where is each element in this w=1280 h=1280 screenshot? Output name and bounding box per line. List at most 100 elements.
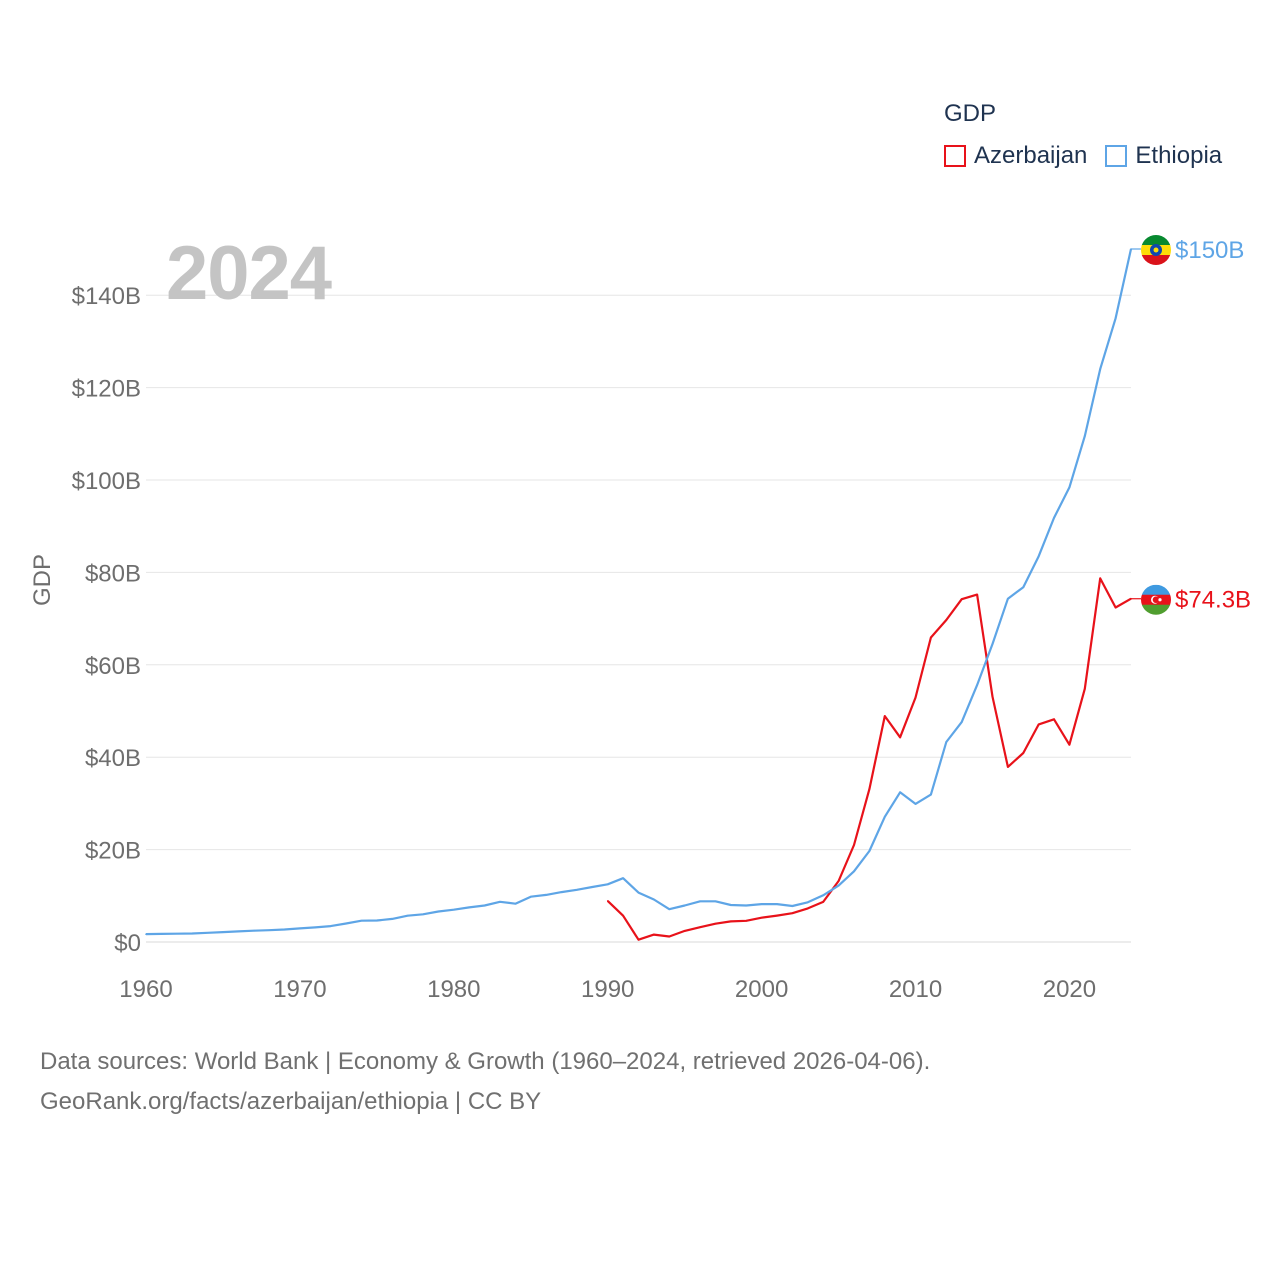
year-watermark: 2024 bbox=[166, 231, 332, 316]
ethiopia-flag-icon bbox=[1141, 235, 1171, 265]
legend-swatch-ethiopia bbox=[1105, 145, 1128, 167]
data-point-ethiopia-1985 bbox=[529, 895, 532, 898]
data-point-azerbaijan-2018 bbox=[1037, 723, 1040, 726]
data-point-ethiopia-1991 bbox=[622, 877, 624, 880]
end-value-label-azerbaijan: $74.3B bbox=[1175, 587, 1251, 614]
data-point-ethiopia-2023 bbox=[1114, 317, 1117, 320]
data-point-ethiopia-2016 bbox=[1007, 597, 1009, 600]
data-point-ethiopia-2014 bbox=[976, 684, 978, 686]
series-line-ethiopia bbox=[145, 248, 1133, 936]
data-point-azerbaijan-1995 bbox=[683, 930, 686, 932]
data-point-ethiopia-1966 bbox=[237, 930, 240, 933]
data-point-ethiopia-1989 bbox=[591, 886, 594, 888]
data-point-azerbaijan-2012 bbox=[945, 619, 948, 621]
data-point-ethiopia-2009 bbox=[899, 791, 901, 794]
data-point-azerbaijan-2020 bbox=[1068, 743, 1071, 746]
data-point-ethiopia-1978 bbox=[422, 913, 424, 916]
end-value-label-ethiopia: $150B bbox=[1175, 237, 1244, 264]
data-point-azerbaijan-2004 bbox=[822, 901, 824, 903]
data-point-azerbaijan-1994 bbox=[668, 935, 671, 938]
footer-link[interactable]: GeoRank.org/facts/azerbaijan/ethiopia | … bbox=[40, 1088, 542, 1115]
data-point-azerbaijan-2001 bbox=[776, 914, 778, 917]
footer-sources: Data sources: World Bank | Economy & Gro… bbox=[40, 1048, 931, 1075]
data-point-ethiopia-2017 bbox=[1022, 586, 1025, 588]
data-point-ethiopia-1988 bbox=[576, 888, 578, 891]
data-point-ethiopia-1999 bbox=[745, 904, 748, 907]
data-point-azerbaijan-1998 bbox=[730, 920, 732, 923]
data-point-ethiopia-1984 bbox=[514, 902, 517, 905]
data-point-ethiopia-2003 bbox=[806, 901, 809, 904]
data-point-azerbaijan-2006 bbox=[853, 844, 855, 846]
legend-item-ethiopia[interactable]: Ethiopia bbox=[1105, 142, 1222, 170]
data-point-ethiopia-1990 bbox=[606, 883, 609, 886]
y-tick-label: $40B bbox=[85, 745, 141, 772]
data-point-ethiopia-1997 bbox=[714, 900, 717, 903]
data-point-azerbaijan-2022 bbox=[1099, 577, 1102, 580]
data-point-ethiopia-1979 bbox=[437, 910, 440, 913]
azerbaijan-flag-icon bbox=[1141, 584, 1171, 615]
data-point-ethiopia-2005 bbox=[837, 884, 840, 887]
y-axis-label: GDP bbox=[29, 554, 56, 606]
data-point-azerbaijan-2014 bbox=[976, 593, 978, 596]
data-point-ethiopia-1983 bbox=[499, 901, 501, 903]
legend-swatch-azerbaijan bbox=[944, 145, 966, 167]
data-point-ethiopia-2022 bbox=[1099, 368, 1102, 370]
data-point-ethiopia-1992 bbox=[637, 891, 640, 894]
data-point-azerbaijan-2010 bbox=[914, 696, 917, 699]
data-point-azerbaijan-2000 bbox=[760, 916, 763, 919]
data-point-azerbaijan-2002 bbox=[791, 912, 794, 914]
data-point-azerbaijan-2016 bbox=[1007, 766, 1009, 768]
x-tick-label: 1980 bbox=[427, 976, 480, 1003]
data-point-ethiopia-1972 bbox=[329, 925, 332, 927]
data-point-ethiopia-2008 bbox=[883, 815, 886, 818]
y-tick-label: $140B bbox=[72, 283, 141, 310]
x-tick-label: 2020 bbox=[1043, 976, 1096, 1003]
data-point-ethiopia-1980 bbox=[453, 908, 455, 911]
series-azerbaijan bbox=[606, 577, 1132, 941]
data-source-footer: Data sources: World Bank | Economy & Gro… bbox=[40, 1042, 930, 1122]
data-point-azerbaijan-2017 bbox=[1022, 752, 1025, 754]
data-point-ethiopia-2013 bbox=[960, 721, 963, 723]
y-tick-label: $0 bbox=[114, 930, 141, 957]
data-point-ethiopia-2012 bbox=[945, 741, 948, 743]
data-point-ethiopia-2021 bbox=[1084, 435, 1086, 437]
data-point-ethiopia-1975 bbox=[376, 919, 378, 922]
data-point-ethiopia-1998 bbox=[730, 904, 732, 906]
data-point-ethiopia-1973 bbox=[345, 922, 347, 925]
data-point-azerbaijan-1996 bbox=[699, 926, 701, 929]
data-point-ethiopia-2006 bbox=[853, 870, 855, 873]
data-point-ethiopia-2011 bbox=[930, 793, 932, 796]
data-point-azerbaijan-2009 bbox=[899, 736, 901, 739]
legend-label-azerbaijan: Azerbaijan bbox=[974, 142, 1088, 169]
data-point-ethiopia-1970 bbox=[299, 927, 301, 930]
y-tick-label: $80B bbox=[85, 560, 141, 587]
y-tick-label: $60B bbox=[85, 653, 141, 680]
data-point-azerbaijan-2005 bbox=[837, 880, 840, 882]
data-point-ethiopia-2000 bbox=[760, 903, 763, 905]
data-point-azerbaijan-2019 bbox=[1053, 718, 1055, 721]
data-point-ethiopia-1986 bbox=[545, 894, 547, 896]
data-point-azerbaijan-2013 bbox=[960, 598, 963, 600]
data-point-ethiopia-1987 bbox=[560, 891, 563, 893]
data-point-ethiopia-1969 bbox=[283, 928, 286, 931]
series-lines bbox=[145, 248, 1133, 941]
legend-title: GDP bbox=[944, 100, 997, 127]
data-point-ethiopia-1971 bbox=[314, 926, 317, 929]
legend-label-ethiopia: Ethiopia bbox=[1135, 142, 1223, 169]
data-point-azerbaijan-2023 bbox=[1114, 606, 1117, 609]
x-tick-label: 1990 bbox=[581, 976, 634, 1003]
data-point-ethiopia-1982 bbox=[483, 904, 486, 907]
grid-lines bbox=[146, 294, 1131, 943]
data-point-azerbaijan-2003 bbox=[806, 907, 809, 910]
series-ethiopia bbox=[145, 248, 1133, 936]
data-point-ethiopia-1962 bbox=[175, 932, 178, 935]
data-point-ethiopia-2015 bbox=[991, 643, 994, 645]
data-point-azerbaijan-2015 bbox=[991, 695, 994, 698]
data-point-ethiopia-1977 bbox=[406, 914, 409, 917]
data-point-ethiopia-2020 bbox=[1068, 486, 1071, 489]
data-point-ethiopia-1996 bbox=[699, 900, 701, 903]
legend-item-azerbaijan[interactable]: Azerbaijan bbox=[944, 142, 1087, 170]
data-point-ethiopia-2004 bbox=[822, 894, 824, 897]
data-point-ethiopia-1976 bbox=[391, 918, 394, 920]
